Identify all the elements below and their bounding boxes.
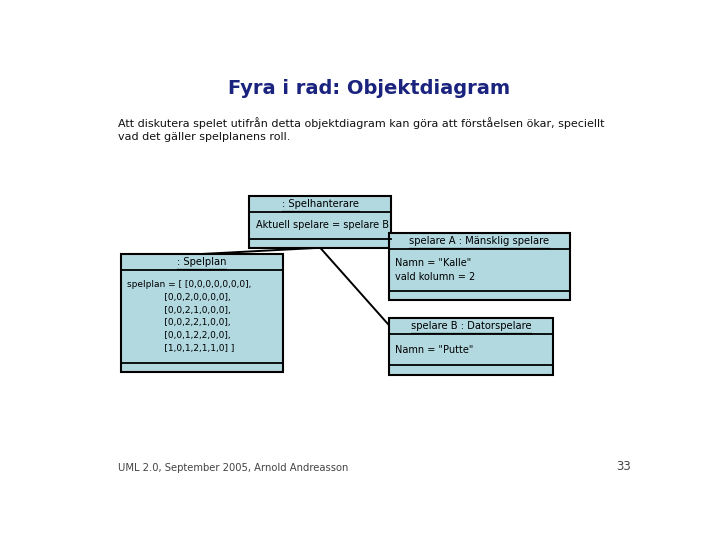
Text: UML 2.0, September 2005, Arnold Andreasson: UML 2.0, September 2005, Arnold Andreass…	[118, 463, 348, 473]
Text: spelare B : Datorspelare: spelare B : Datorspelare	[410, 321, 531, 332]
Text: 33: 33	[616, 460, 631, 473]
Text: Fyra i rad: Objektdiagram: Fyra i rad: Objektdiagram	[228, 79, 510, 98]
Bar	[121, 254, 282, 373]
Text: spelare A : Mänsklig spelare: spelare A : Mänsklig spelare	[409, 236, 549, 246]
Text: spelplan = [ [0,0,0,0,0,0,0],
             [0,0,2,0,0,0,0],
             [0,0,2,: spelplan = [ [0,0,0,0,0,0,0], [0,0,2,0,0…	[127, 280, 252, 353]
Bar	[249, 196, 392, 248]
Text: Namn = "Putte": Namn = "Putte"	[395, 345, 474, 355]
Text: : Spelhanterare: : Spelhanterare	[282, 199, 359, 208]
Bar	[389, 319, 553, 375]
Text: : Spelplan: : Spelplan	[177, 257, 226, 267]
Text: Namn = "Kalle"
vald kolumn = 2: Namn = "Kalle" vald kolumn = 2	[395, 258, 475, 282]
Text: Att diskutera spelet utifrån detta objektdiagram kan göra att förståelsen ökar, : Att diskutera spelet utifrån detta objek…	[118, 117, 604, 142]
Bar	[389, 233, 570, 300]
Text: Aktuell spelare = spelare B: Aktuell spelare = spelare B	[256, 220, 389, 230]
